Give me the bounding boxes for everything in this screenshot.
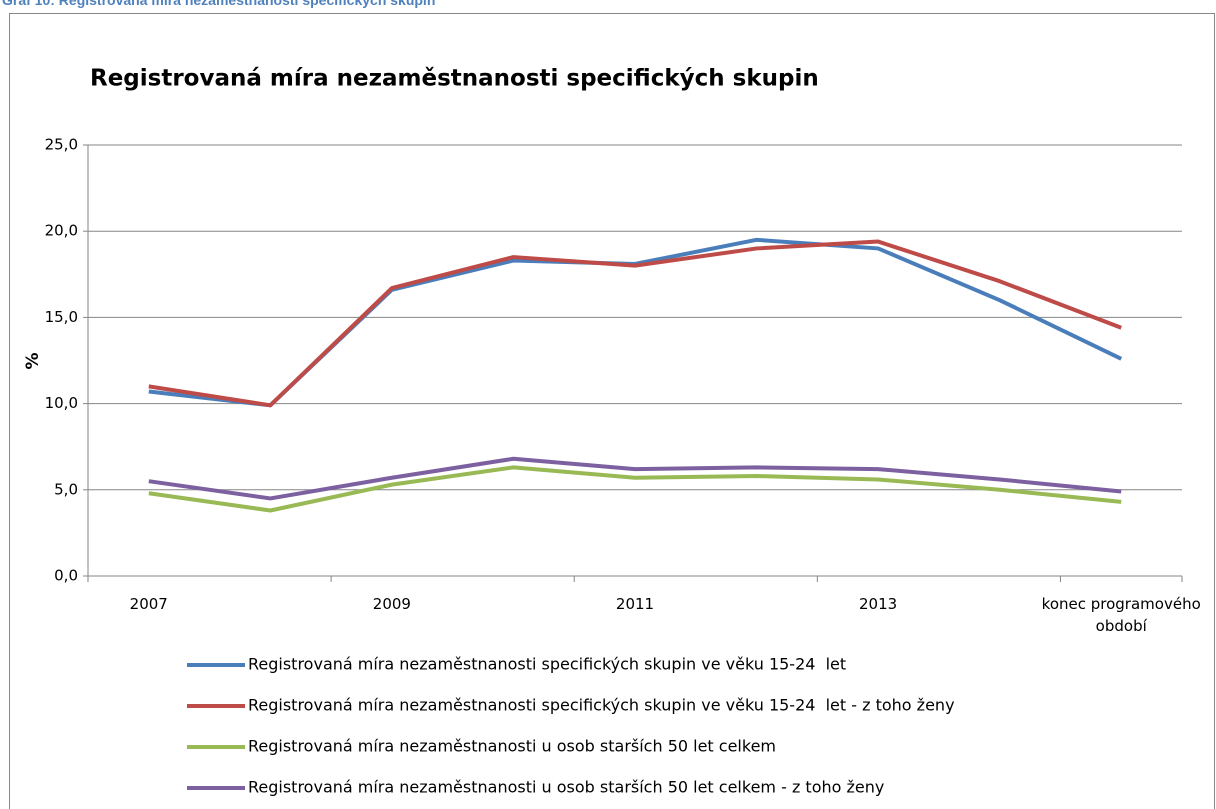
y-axis-label: % [23, 352, 43, 369]
header-title: Graf 10: Registrovaná míra nezaměstnanos… [2, 0, 436, 8]
x-tick-label: 2013 [859, 595, 898, 613]
series-line [148, 239, 1122, 408]
y-tick-label: 0,0 [54, 567, 78, 585]
y-tick-label: 5,0 [54, 480, 78, 498]
legend-label: Registrovaná míra nezaměstnanosti u osob… [248, 737, 776, 756]
x-tick-label: konec programového období [1041, 595, 1201, 635]
x-tick-label: 2007 [129, 595, 168, 613]
y-tick-label: 15,0 [45, 308, 78, 326]
legend-label: Registrovaná míra nezaměstnanosti specif… [248, 655, 846, 674]
series-line [148, 456, 1122, 501]
legend-label: Registrovaná míra nezaměstnanosti u osob… [248, 778, 884, 797]
series-line [148, 465, 1122, 513]
y-tick-label: 25,0 [45, 136, 78, 154]
y-tick-label: 10,0 [45, 394, 78, 412]
chart-border [9, 13, 1215, 809]
x-tick-label: 2009 [372, 595, 411, 613]
legend-label: Registrovaná míra nezaměstnanosti specif… [248, 696, 955, 715]
chart-title: Registrovaná míra nezaměstnanosti specif… [90, 66, 819, 92]
x-tick-label: 2011 [615, 595, 655, 613]
y-tick-label: 20,0 [45, 222, 78, 240]
